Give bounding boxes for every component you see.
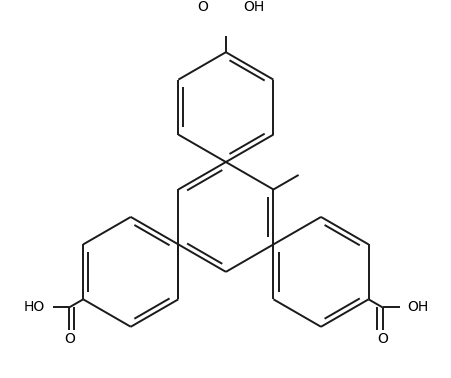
Text: O: O: [197, 0, 208, 14]
Text: O: O: [64, 332, 74, 345]
Text: HO: HO: [24, 301, 45, 314]
Text: OH: OH: [406, 301, 427, 314]
Text: O: O: [376, 332, 387, 345]
Text: OH: OH: [243, 0, 264, 14]
